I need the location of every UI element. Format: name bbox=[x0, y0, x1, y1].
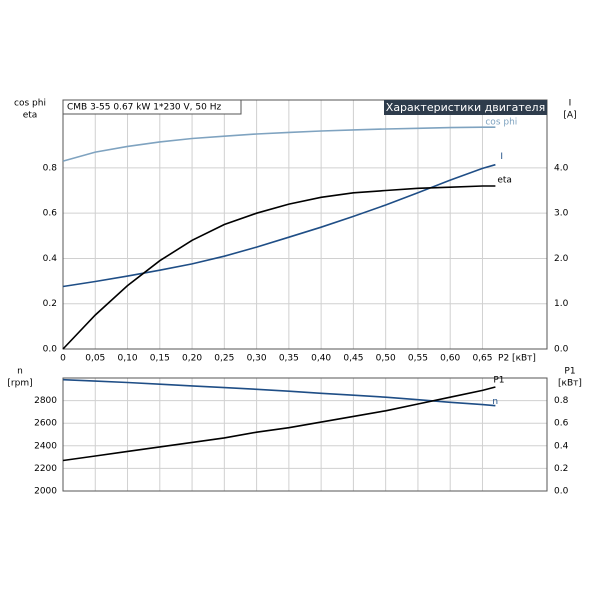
header-box bbox=[62, 99, 242, 115]
x-tick-label: 0,30 bbox=[247, 354, 267, 364]
y2-axis-label: [кВт] bbox=[558, 379, 582, 389]
y-tick-label: 2800 bbox=[34, 396, 57, 406]
series-label: I bbox=[500, 152, 503, 162]
y-tick-label: 0.6 bbox=[43, 209, 58, 219]
x-axis-label: P2 [кВт] bbox=[498, 354, 536, 364]
x-tick-label: 0,40 bbox=[311, 354, 331, 364]
y-axis-label: n bbox=[17, 367, 23, 377]
series-line bbox=[62, 126, 496, 162]
y-axis-label: eta bbox=[23, 111, 38, 121]
series-line bbox=[62, 185, 496, 350]
series-label: cos phi bbox=[485, 118, 517, 128]
y-axis-label: cos phi bbox=[14, 99, 46, 109]
y2-tick-label: 0.2 bbox=[554, 464, 568, 474]
y-tick-label: 0.4 bbox=[43, 254, 58, 264]
y-tick-label: 2200 bbox=[34, 464, 57, 474]
series-label: n bbox=[492, 397, 498, 407]
y-tick-label: 2400 bbox=[34, 441, 57, 451]
y2-tick-label: 0.8 bbox=[554, 396, 569, 406]
y2-tick-label: 0.4 bbox=[554, 441, 569, 451]
plot-frame bbox=[62, 377, 548, 492]
y2-axis-label: I bbox=[569, 99, 572, 109]
x-tick-label: 0,55 bbox=[408, 354, 428, 364]
series-label: P1 bbox=[493, 376, 504, 386]
x-tick-label: 0 bbox=[60, 354, 66, 364]
y2-tick-label: 3.0 bbox=[554, 209, 569, 219]
y-tick-label: 2600 bbox=[34, 419, 57, 429]
header: CMB 3-55 0.67 kW 1*230 V, 50 Hz bbox=[67, 103, 221, 113]
series-line bbox=[62, 386, 496, 462]
y2-tick-label: 4.0 bbox=[554, 163, 569, 173]
x-tick-label: 0,20 bbox=[182, 354, 202, 364]
y2-tick-label: 1.0 bbox=[554, 299, 569, 309]
x-tick-label: 0,45 bbox=[343, 354, 363, 364]
series-label: eta bbox=[497, 176, 512, 186]
x-tick-label: 0,10 bbox=[118, 354, 138, 364]
y2-axis-label: [A] bbox=[563, 111, 576, 121]
x-tick-label: 0,05 bbox=[85, 354, 105, 364]
x-tick-label: 0,65 bbox=[472, 354, 492, 364]
y-tick-label: 2000 bbox=[34, 487, 57, 497]
y2-axis-label: P1 bbox=[564, 367, 575, 377]
y-tick-label: 0.8 bbox=[43, 163, 58, 173]
series-line bbox=[62, 163, 496, 288]
title-box bbox=[384, 100, 547, 115]
y2-tick-label: 2.0 bbox=[554, 254, 569, 264]
y2-tick-label: 0.0 bbox=[554, 345, 569, 355]
y2-tick-label: 0.6 bbox=[554, 419, 569, 429]
y-axis-label: [rpm] bbox=[7, 379, 32, 389]
chart-title: Характеристики двигателя bbox=[386, 101, 545, 114]
plot-frame bbox=[62, 99, 548, 350]
x-tick-label: 0,50 bbox=[376, 354, 396, 364]
y-tick-label: 0.0 bbox=[43, 345, 58, 355]
x-tick-label: 0,15 bbox=[150, 354, 170, 364]
x-tick-label: 0,35 bbox=[279, 354, 299, 364]
x-tick-label: 0,25 bbox=[214, 354, 234, 364]
series-line bbox=[62, 378, 496, 407]
y-tick-label: 0.2 bbox=[43, 299, 57, 309]
y2-tick-label: 0.0 bbox=[554, 487, 569, 497]
x-tick-label: 0,60 bbox=[440, 354, 460, 364]
